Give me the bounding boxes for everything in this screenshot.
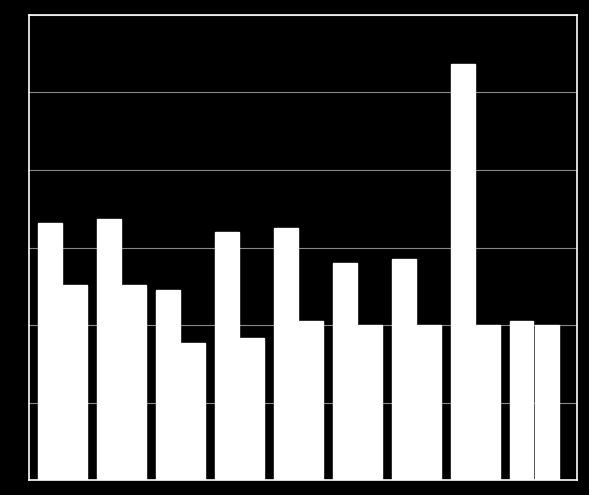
- Bar: [63, 285, 87, 480]
- Bar: [274, 228, 297, 480]
- Bar: [509, 321, 534, 480]
- Bar: [451, 63, 475, 480]
- Bar: [333, 263, 356, 480]
- Bar: [299, 321, 323, 480]
- Bar: [181, 343, 205, 480]
- Bar: [156, 290, 180, 480]
- Bar: [38, 223, 62, 480]
- Bar: [97, 219, 121, 480]
- Bar: [476, 325, 499, 480]
- Bar: [417, 325, 441, 480]
- Bar: [215, 232, 239, 480]
- Bar: [392, 258, 415, 480]
- Bar: [358, 325, 382, 480]
- Bar: [535, 325, 558, 480]
- Bar: [122, 285, 145, 480]
- Bar: [240, 339, 264, 480]
